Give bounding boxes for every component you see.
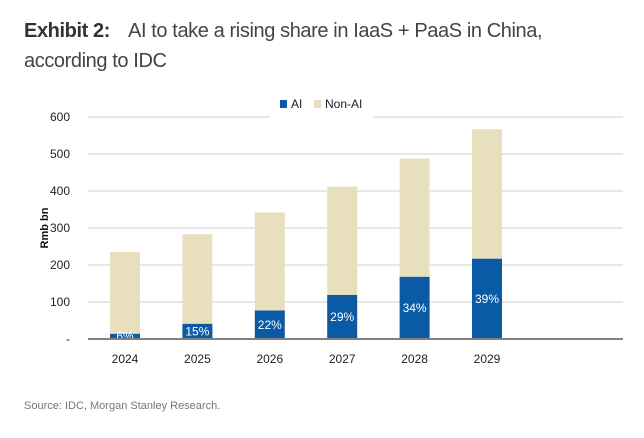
legend-swatch-non-ai (314, 100, 321, 108)
bar-non-ai-2028 (399, 158, 430, 277)
data-label-ai: 29% (330, 310, 354, 324)
data-label-ai: 34% (403, 301, 427, 315)
bar-ai-2025 (182, 323, 213, 339)
legend-swatch-ai (280, 100, 287, 108)
x-tick-label: 2029 (474, 352, 501, 366)
data-label-ai: 22% (258, 318, 282, 332)
bar-non-ai-2029 (472, 129, 502, 259)
data-label-ai: 15% (185, 324, 209, 338)
y-tick-label: - (66, 332, 70, 346)
bar-ai-2024 (110, 333, 140, 339)
legend-label-non-ai: Non-AI (325, 97, 362, 111)
bar-ai-2029 (472, 258, 502, 339)
title-text: AI to take a rising share in IaaS + PaaS… (24, 20, 543, 72)
y-tick-label: 300 (50, 221, 70, 235)
data-label-ai: 39% (475, 292, 499, 306)
bar-non-ai-2026 (254, 212, 285, 311)
bar-ai-2028 (399, 276, 430, 339)
exhibit-label: Exhibit 2: (24, 20, 111, 42)
chart-title: Exhibit 2: AI to take a rising share in I… (24, 16, 624, 76)
x-tick-label: 2026 (256, 352, 283, 366)
y-tick-label: 400 (50, 184, 70, 198)
y-tick-label: 500 (50, 147, 70, 161)
y-tick-label: 100 (50, 295, 70, 309)
y-tick-label: 600 (50, 110, 70, 124)
x-tick-label: 2024 (112, 352, 139, 366)
data-label-ai: 6% (116, 329, 134, 343)
bar-non-ai-2024 (110, 252, 140, 334)
stacked-bar-chart: - 100 200 300 400 500 600 Rmb bn 6% 2024 15% 2025 22… (39, 97, 623, 366)
y-tick-label: 200 (50, 258, 70, 272)
bar-ai-2026 (254, 310, 285, 339)
bar-non-ai-2025 (182, 234, 213, 324)
source-note: Source: IDC, Morgan Stanley Research. (24, 400, 221, 412)
bar-ai-2027 (327, 294, 358, 339)
bar-non-ai-2027 (327, 186, 358, 295)
legend-label-ai: AI (291, 97, 302, 111)
x-tick-label: 2025 (184, 352, 211, 366)
x-tick-label: 2027 (329, 352, 356, 366)
x-tick-label: 2028 (401, 352, 428, 366)
y-axis-label: Rmb bn (39, 207, 51, 248)
